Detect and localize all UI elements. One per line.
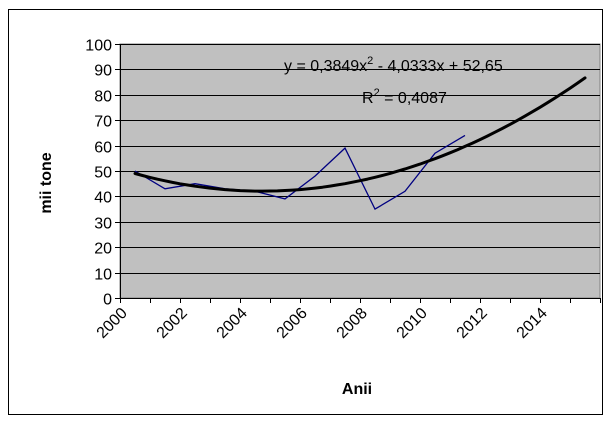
r-squared-part-1: R <box>362 90 374 107</box>
y-tick-label-40: 40 <box>94 190 112 207</box>
r-squared-part-2: = 0,4087 <box>380 90 447 107</box>
x-axis-title: Anii <box>342 381 372 398</box>
x-tick-label-2002: 2002 <box>154 305 191 342</box>
x-tick-label-2004: 2004 <box>214 305 251 342</box>
y-tick-label-70: 70 <box>94 114 112 131</box>
x-tick-label-2012: 2012 <box>454 305 491 342</box>
y-tick-label-0: 0 <box>103 292 112 309</box>
trendline-equation: y = 0,3849x2 - 4,0333x + 52,65 <box>284 55 503 75</box>
x-tick-label-2014: 2014 <box>514 305 551 342</box>
series-layer <box>133 76 587 211</box>
equation-exponent: 2 <box>367 55 373 67</box>
y-tick-label-50: 50 <box>94 165 112 182</box>
y-axis-ticks: 0 10 20 30 40 50 60 70 80 90 100 <box>85 38 120 309</box>
y-tick-label-10: 10 <box>94 267 112 284</box>
y-tick-label-60: 60 <box>94 140 112 157</box>
r-squared-label: R2 = 0,4087 <box>362 87 447 107</box>
x-axis-ticks: 2000 2002 2004 2006 2008 2010 2012 2014 <box>94 298 601 342</box>
x-tick-label-2000: 2000 <box>94 305 131 342</box>
y-tick-label-80: 80 <box>94 89 112 106</box>
y-axis-title: mii tone <box>38 152 55 213</box>
y-tick-label-30: 30 <box>94 216 112 233</box>
series-line-trendline <box>133 76 587 193</box>
y-tick-label-90: 90 <box>94 63 112 80</box>
x-tick-label-2006: 2006 <box>274 305 311 342</box>
y-tick-label-100: 100 <box>85 38 112 55</box>
x-tick-label-2008: 2008 <box>334 305 371 342</box>
equation-part-2: - 4,0333x + 52,65 <box>373 58 503 75</box>
r-squared-exponent: 2 <box>374 87 380 99</box>
y-tick-label-20: 20 <box>94 241 112 258</box>
equation-part-1: y = 0,3849x <box>284 58 367 75</box>
x-tick-label-2010: 2010 <box>394 305 431 342</box>
